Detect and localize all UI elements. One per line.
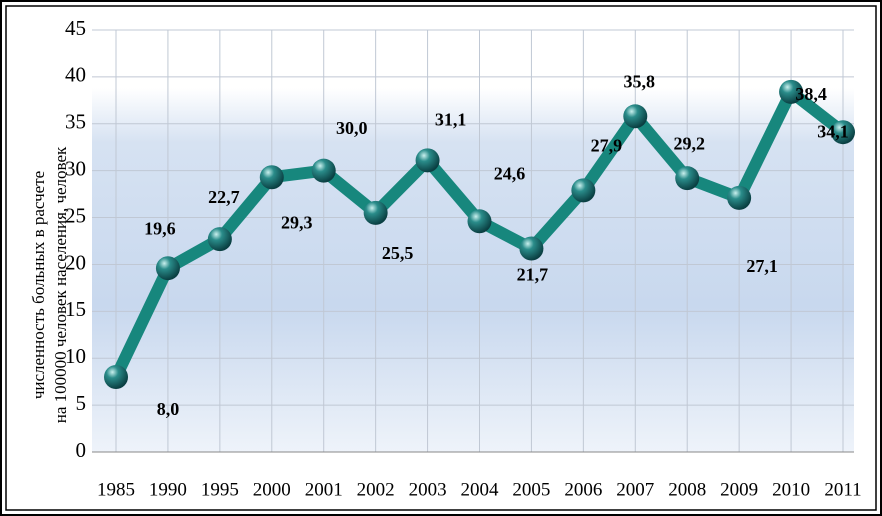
marker bbox=[363, 200, 388, 225]
x-tick-label: 1995 bbox=[201, 479, 239, 500]
data-label: 22,7 bbox=[208, 187, 240, 207]
y-axis-label: численность больных в расчете bbox=[29, 171, 48, 399]
x-tick-label: 2002 bbox=[357, 479, 395, 500]
y-tick-label: 25 bbox=[65, 203, 86, 227]
x-tick-label: 2006 bbox=[564, 479, 602, 500]
frame-inner bbox=[5, 5, 877, 511]
marker bbox=[155, 256, 180, 281]
x-tick-label: 2000 bbox=[253, 479, 291, 500]
marker bbox=[467, 209, 492, 234]
y-tick-label: 10 bbox=[65, 344, 86, 368]
x-tick-label: 2010 bbox=[772, 479, 810, 500]
x-tick-label: 2004 bbox=[461, 479, 500, 500]
data-label: 21,7 bbox=[517, 265, 549, 285]
data-label: 31,1 bbox=[435, 109, 467, 129]
x-tick-label: 2003 bbox=[409, 479, 447, 500]
y-tick-label: 40 bbox=[65, 63, 86, 87]
data-label: 35,8 bbox=[624, 71, 656, 91]
x-tick-label: 2008 bbox=[668, 479, 706, 500]
x-tick-label: 1985 bbox=[97, 479, 135, 500]
x-tick-label: 2005 bbox=[512, 479, 550, 500]
marker bbox=[415, 148, 440, 173]
marker bbox=[104, 364, 128, 389]
marker bbox=[259, 165, 284, 190]
y-tick-label: 0 bbox=[76, 438, 87, 462]
data-label: 27,1 bbox=[746, 256, 778, 276]
marker bbox=[311, 158, 336, 183]
y-tick-label: 35 bbox=[65, 110, 86, 134]
marker bbox=[779, 79, 804, 104]
marker bbox=[519, 236, 544, 261]
y-axis-label: на 100000 человек населения, человек bbox=[51, 146, 70, 423]
x-tick-label: 1990 bbox=[149, 479, 187, 500]
y-tick-label: 5 bbox=[76, 391, 87, 415]
data-label: 30,0 bbox=[336, 118, 368, 138]
x-tick-label: 2007 bbox=[616, 479, 654, 500]
y-tick-label: 30 bbox=[65, 156, 86, 180]
x-tick-label: 2009 bbox=[720, 479, 758, 500]
marker bbox=[571, 178, 596, 203]
y-tick-label: 20 bbox=[65, 250, 86, 274]
data-label: 27,9 bbox=[591, 135, 623, 155]
marker bbox=[623, 104, 648, 129]
data-label: 34,1 bbox=[817, 121, 849, 141]
marker bbox=[831, 120, 855, 145]
y-tick-label: 15 bbox=[65, 297, 86, 321]
data-label: 19,6 bbox=[144, 218, 176, 238]
data-label: 25,5 bbox=[382, 243, 414, 263]
data-label: 29,3 bbox=[281, 212, 313, 232]
marker bbox=[727, 185, 752, 210]
data-label: 38,4 bbox=[795, 84, 827, 104]
marker bbox=[675, 166, 700, 191]
y-tick-label: 45 bbox=[65, 16, 86, 40]
marker bbox=[207, 227, 232, 252]
x-tick-label: 2011 bbox=[824, 479, 861, 500]
data-label: 24,6 bbox=[494, 163, 526, 183]
x-tick-label: 2001 bbox=[305, 479, 343, 500]
data-label: 8,0 bbox=[157, 399, 180, 419]
plot-area bbox=[92, 88, 854, 452]
data-label: 29,2 bbox=[673, 133, 705, 153]
